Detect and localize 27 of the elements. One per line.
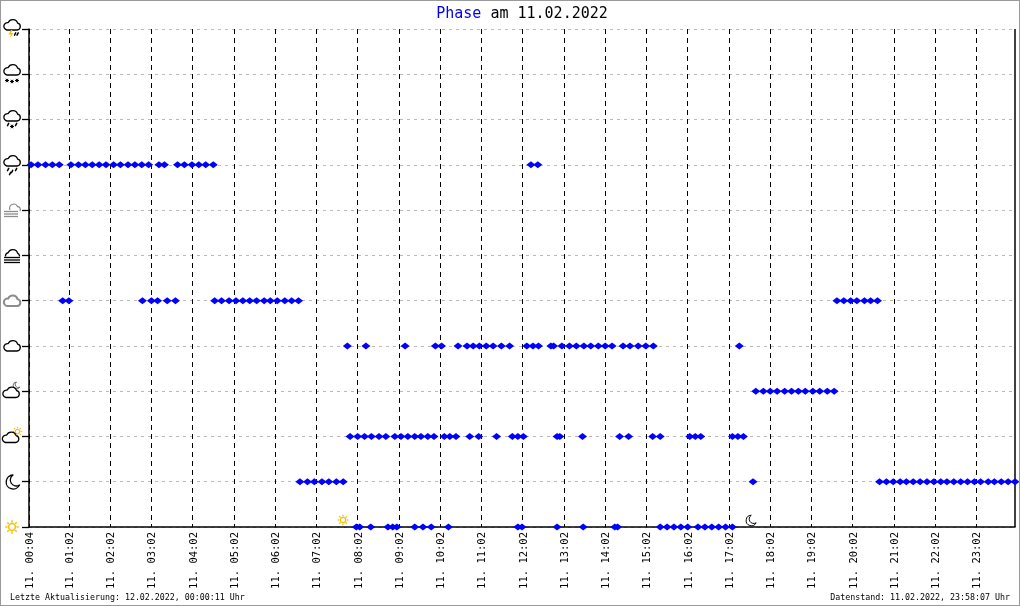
x-tick-label: 11. 03:02 — [145, 532, 158, 589]
x-tick-label: 11. 21:02 — [887, 532, 900, 589]
x-tick-label: 11. 12:02 — [516, 532, 529, 589]
x-tick-label: 11. 09:02 — [392, 532, 405, 589]
text: Letzte Aktualisierung: 12.02.2022, 00:00:11 Uhr — [10, 592, 245, 603]
x-tick-label: 11. 23:02 — [970, 532, 983, 589]
chart-title: Phase am 11.02.2022 — [436, 4, 608, 22]
x-tick-label: 11. 20:02 — [846, 532, 859, 589]
x-tick-label: 11. 06:02 — [269, 532, 282, 589]
x-tick-label: 11. 02:02 — [104, 532, 117, 589]
x-tick-label: 11. 16:02 — [681, 532, 694, 589]
x-tick-label: 11. 13:02 — [557, 532, 570, 589]
x-tick-label: 11. 15:02 — [640, 532, 653, 589]
x-tick-label: 11. 07:02 — [310, 532, 323, 589]
x-tick-label: 11. 14:02 — [599, 532, 612, 589]
x-tick-label: 11. 11:02 — [475, 532, 488, 589]
x-tick-label: 11. 04:02 — [186, 532, 199, 589]
x-tick-label: 11. 08:02 — [351, 532, 364, 589]
x-tick-label: 11. 05:02 — [227, 532, 240, 589]
x-tick-label: 11. 17:02 — [722, 532, 735, 589]
x-tick-label: 11. 19:02 — [805, 532, 818, 589]
x-tick-label: 11. 10:02 — [434, 532, 447, 589]
x-tick-label: 11. 22:02 — [929, 532, 942, 589]
text: Datenstand: 11.02.2022, 23:58:07 Uhr — [830, 592, 1010, 603]
x-tick-label: 11. 01:02 — [62, 532, 75, 589]
x-tick-label: 11. 18:02 — [764, 532, 777, 589]
x-tick-label: 11. 00:04 — [23, 532, 35, 589]
